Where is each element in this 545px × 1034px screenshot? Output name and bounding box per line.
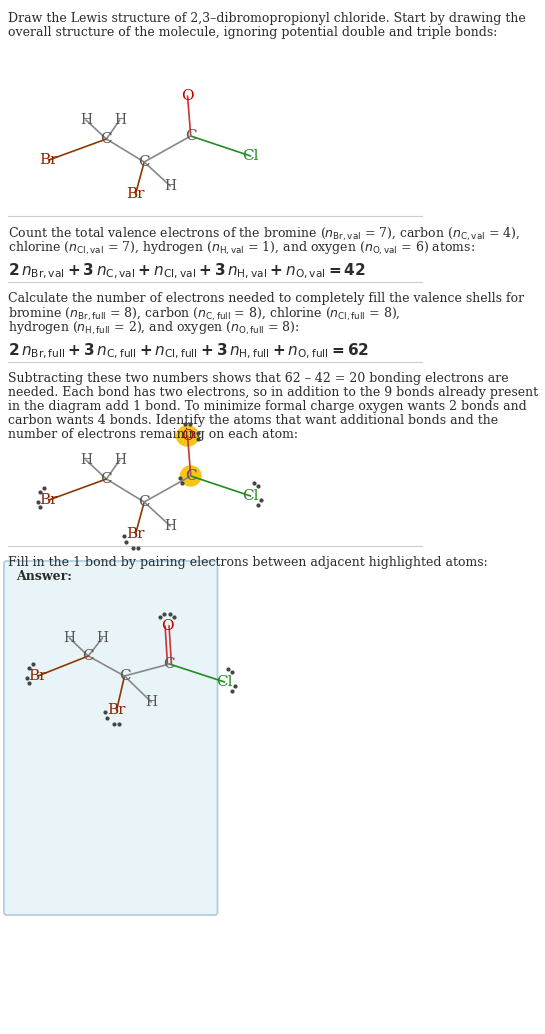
Text: C: C — [101, 472, 112, 486]
Text: H: H — [146, 695, 158, 709]
Text: Br: Br — [126, 527, 145, 541]
Ellipse shape — [177, 426, 198, 446]
Text: C: C — [138, 155, 150, 169]
Text: Answer:: Answer: — [16, 570, 71, 583]
Text: H: H — [80, 453, 92, 467]
Text: O: O — [161, 619, 173, 633]
Ellipse shape — [180, 466, 201, 486]
Text: C: C — [185, 129, 197, 143]
Text: bromine ($n_{\mathrm{Br,full}}$ = 8), carbon ($n_{\mathrm{C,full}}$ = 8), chlori: bromine ($n_{\mathrm{Br,full}}$ = 8), ca… — [8, 306, 401, 324]
Text: O: O — [181, 89, 194, 103]
Text: C: C — [82, 649, 94, 663]
Text: hydrogen ($n_{\mathrm{H,full}}$ = 2), and oxygen ($n_{\mathrm{O,full}}$ = 8):: hydrogen ($n_{\mathrm{H,full}}$ = 2), an… — [8, 320, 300, 337]
Text: in the diagram add 1 bond. To minimize formal charge oxygen wants 2 bonds and: in the diagram add 1 bond. To minimize f… — [8, 400, 526, 413]
Text: H: H — [96, 631, 108, 645]
FancyBboxPatch shape — [4, 561, 217, 915]
Text: Fill in the 1 bond by pairing electrons between adjacent highlighted atoms:: Fill in the 1 bond by pairing electrons … — [8, 556, 488, 569]
Text: H: H — [114, 453, 126, 467]
Text: O: O — [181, 429, 194, 443]
Text: Cl: Cl — [243, 149, 259, 163]
Text: Br: Br — [40, 493, 58, 507]
Text: C: C — [101, 132, 112, 146]
Text: H: H — [80, 113, 92, 127]
Text: Count the total valence electrons of the bromine ($n_{\mathrm{Br,val}}$ = 7), ca: Count the total valence electrons of the… — [8, 226, 520, 243]
Text: overall structure of the molecule, ignoring potential double and triple bonds:: overall structure of the molecule, ignor… — [8, 26, 497, 39]
Text: H: H — [164, 179, 176, 193]
Text: carbon wants 4 bonds. Identify the atoms that want additional bonds and the: carbon wants 4 bonds. Identify the atoms… — [8, 414, 498, 427]
Text: $\mathbf{2\,\mathit{n}_{\mathrm{Br,val}} + 3\,\mathit{n}_{\mathrm{C,val}} + \mat: $\mathbf{2\,\mathit{n}_{\mathrm{Br,val}}… — [8, 262, 366, 281]
Text: needed. Each bond has two electrons, so in addition to the 9 bonds already prese: needed. Each bond has two electrons, so … — [8, 386, 538, 399]
Text: $\mathbf{2\,\mathit{n}_{\mathrm{Br,full}} + 3\,\mathit{n}_{\mathrm{C,full}} + \m: $\mathbf{2\,\mathit{n}_{\mathrm{Br,full}… — [8, 342, 369, 361]
Text: Draw the Lewis structure of 2,3–dibromopropionyl chloride. Start by drawing the: Draw the Lewis structure of 2,3–dibromop… — [8, 12, 525, 25]
Text: C: C — [138, 495, 150, 509]
Text: Br: Br — [107, 703, 126, 717]
Text: Br: Br — [28, 669, 47, 683]
Text: chlorine ($n_{\mathrm{Cl,val}}$ = 7), hydrogen ($n_{\mathrm{H,val}}$ = 1), and o: chlorine ($n_{\mathrm{Cl,val}}$ = 7), hy… — [8, 240, 475, 257]
Text: C: C — [185, 469, 197, 483]
Text: Cl: Cl — [216, 675, 233, 689]
Text: H: H — [63, 631, 75, 645]
Text: C: C — [119, 669, 130, 683]
Text: Subtracting these two numbers shows that 62 – 42 = 20 bonding electrons are: Subtracting these two numbers shows that… — [8, 372, 508, 385]
Text: H: H — [164, 519, 176, 533]
Text: Calculate the number of electrons needed to completely fill the valence shells f: Calculate the number of electrons needed… — [8, 292, 524, 305]
Text: number of electrons remaining on each atom:: number of electrons remaining on each at… — [8, 428, 298, 440]
Text: Br: Br — [40, 153, 58, 168]
Text: C: C — [164, 657, 175, 671]
Text: Br: Br — [126, 187, 145, 201]
Text: H: H — [114, 113, 126, 127]
Text: Cl: Cl — [243, 489, 259, 503]
